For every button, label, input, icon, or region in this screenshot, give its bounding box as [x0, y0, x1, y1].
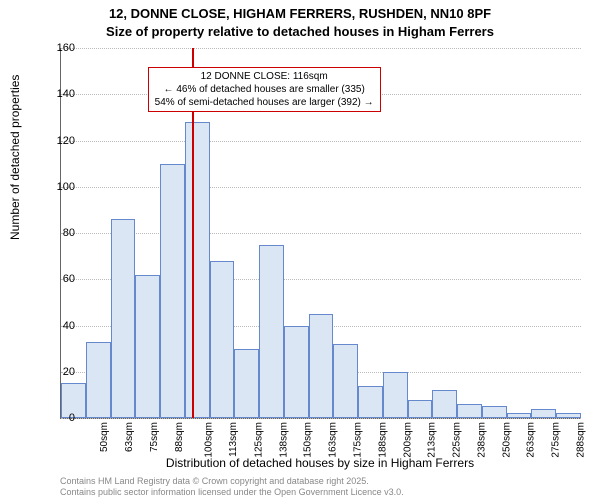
x-tick-label: 238sqm — [476, 422, 487, 458]
histogram-bar — [160, 164, 185, 418]
x-tick-label: 100sqm — [204, 422, 215, 458]
histogram-bar — [531, 409, 556, 418]
x-tick-label: 63sqm — [124, 422, 135, 452]
footer-line1: Contains HM Land Registry data © Crown c… — [60, 476, 404, 487]
histogram-bar — [86, 342, 111, 418]
y-tick-label: 120 — [45, 135, 75, 147]
histogram-bar — [432, 390, 457, 418]
x-tick-label: 263sqm — [526, 422, 537, 458]
x-tick-label: 188sqm — [377, 422, 388, 458]
x-tick-label: 75sqm — [149, 422, 160, 452]
x-tick-label: 50sqm — [99, 422, 110, 452]
histogram-bar — [309, 314, 334, 418]
histogram-bar — [210, 261, 235, 418]
histogram-bar — [333, 344, 358, 418]
grid-line — [61, 418, 581, 419]
histogram-bar — [234, 349, 259, 418]
histogram-bar — [111, 219, 136, 418]
footer-line2: Contains public sector information licen… — [60, 487, 404, 498]
histogram-bar — [383, 372, 408, 418]
histogram-bar — [284, 326, 309, 419]
chart-title-line2: Size of property relative to detached ho… — [0, 24, 600, 39]
histogram-bar — [358, 386, 383, 418]
histogram-bar — [482, 406, 507, 418]
annotation-box: 12 DONNE CLOSE: 116sqm ← 46% of detached… — [148, 67, 381, 112]
x-axis-title: Distribution of detached houses by size … — [60, 456, 580, 470]
y-tick-label: 100 — [45, 181, 75, 193]
y-axis-label: Number of detached properties — [8, 75, 22, 240]
plot-area: 12 DONNE CLOSE: 116sqm ← 46% of detached… — [60, 48, 581, 419]
y-tick-label: 80 — [45, 227, 75, 239]
histogram-bar — [185, 122, 210, 418]
histogram-bar — [556, 413, 581, 418]
chart-container: 12, DONNE CLOSE, HIGHAM FERRERS, RUSHDEN… — [0, 0, 600, 500]
x-tick-label: 275sqm — [551, 422, 562, 458]
x-tick-label: 163sqm — [328, 422, 339, 458]
x-tick-label: 213sqm — [427, 422, 438, 458]
annotation-line2: ← 46% of detached houses are smaller (33… — [155, 83, 374, 96]
x-tick-label: 200sqm — [402, 422, 413, 458]
x-tick-label: 113sqm — [228, 422, 239, 457]
annotation-line1: 12 DONNE CLOSE: 116sqm — [155, 70, 374, 83]
x-tick-label: 175sqm — [353, 422, 364, 458]
x-tick-label: 88sqm — [174, 422, 185, 452]
x-tick-label: 225sqm — [452, 422, 463, 458]
y-tick-label: 140 — [45, 88, 75, 100]
histogram-bar — [408, 400, 433, 419]
x-tick-label: 250sqm — [501, 422, 512, 458]
y-tick-label: 0 — [45, 412, 75, 424]
x-tick-label: 125sqm — [254, 422, 265, 458]
y-tick-label: 20 — [45, 366, 75, 378]
histogram-bar — [135, 275, 160, 418]
annotation-line3: 54% of semi-detached houses are larger (… — [155, 96, 374, 109]
y-tick-label: 60 — [45, 273, 75, 285]
x-tick-label: 150sqm — [303, 422, 314, 458]
y-tick-label: 40 — [45, 320, 75, 332]
x-tick-label: 288sqm — [575, 422, 586, 458]
y-tick-label: 160 — [45, 42, 75, 54]
histogram-bar — [457, 404, 482, 418]
histogram-bar — [259, 245, 284, 418]
x-tick-label: 138sqm — [278, 422, 289, 458]
chart-title-line1: 12, DONNE CLOSE, HIGHAM FERRERS, RUSHDEN… — [0, 6, 600, 21]
footer-attribution: Contains HM Land Registry data © Crown c… — [60, 476, 404, 498]
histogram-bar — [507, 413, 532, 418]
